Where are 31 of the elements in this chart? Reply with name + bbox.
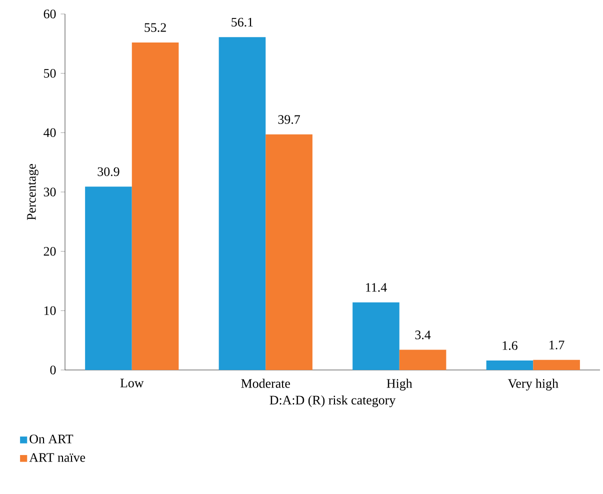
y-tick-label: 10 — [44, 306, 56, 316]
bar — [533, 360, 580, 370]
legend-label: ART naïve — [29, 453, 86, 462]
y-tick-label: 50 — [44, 68, 56, 78]
bar — [486, 360, 534, 370]
data-label: 11.4 — [366, 283, 387, 292]
bar — [218, 37, 266, 370]
y-tick-label: 0 — [50, 366, 56, 374]
data-label: 39.7 — [278, 115, 300, 124]
y-tick-label: 30 — [44, 188, 56, 196]
data-label: 3.4 — [415, 330, 431, 340]
data-label: 30.9 — [98, 167, 120, 176]
y-axis-title: Percentage — [27, 164, 38, 220]
x-tick-label: Moderate — [241, 378, 290, 388]
data-label: 1.7 — [550, 340, 564, 350]
x-tick-label: Low — [120, 378, 144, 388]
data-label: 56.1 — [232, 18, 253, 27]
data-label: 55.2 — [144, 23, 166, 32]
bar — [352, 302, 400, 370]
x-axis-title: D:A:D (R) risk category — [270, 395, 396, 408]
y-tick-label: 20 — [44, 246, 56, 256]
data-label: 1.6 — [502, 341, 518, 350]
x-tick-label: High — [386, 378, 412, 391]
bar — [132, 42, 179, 370]
x-tick-label: Very high — [508, 378, 558, 391]
y-tick-label: 60 — [44, 10, 56, 18]
legend-label: On ART — [30, 434, 74, 444]
bar — [266, 134, 312, 370]
bar — [399, 350, 446, 370]
bar — [85, 186, 132, 370]
y-tick-label: 40 — [44, 128, 56, 138]
